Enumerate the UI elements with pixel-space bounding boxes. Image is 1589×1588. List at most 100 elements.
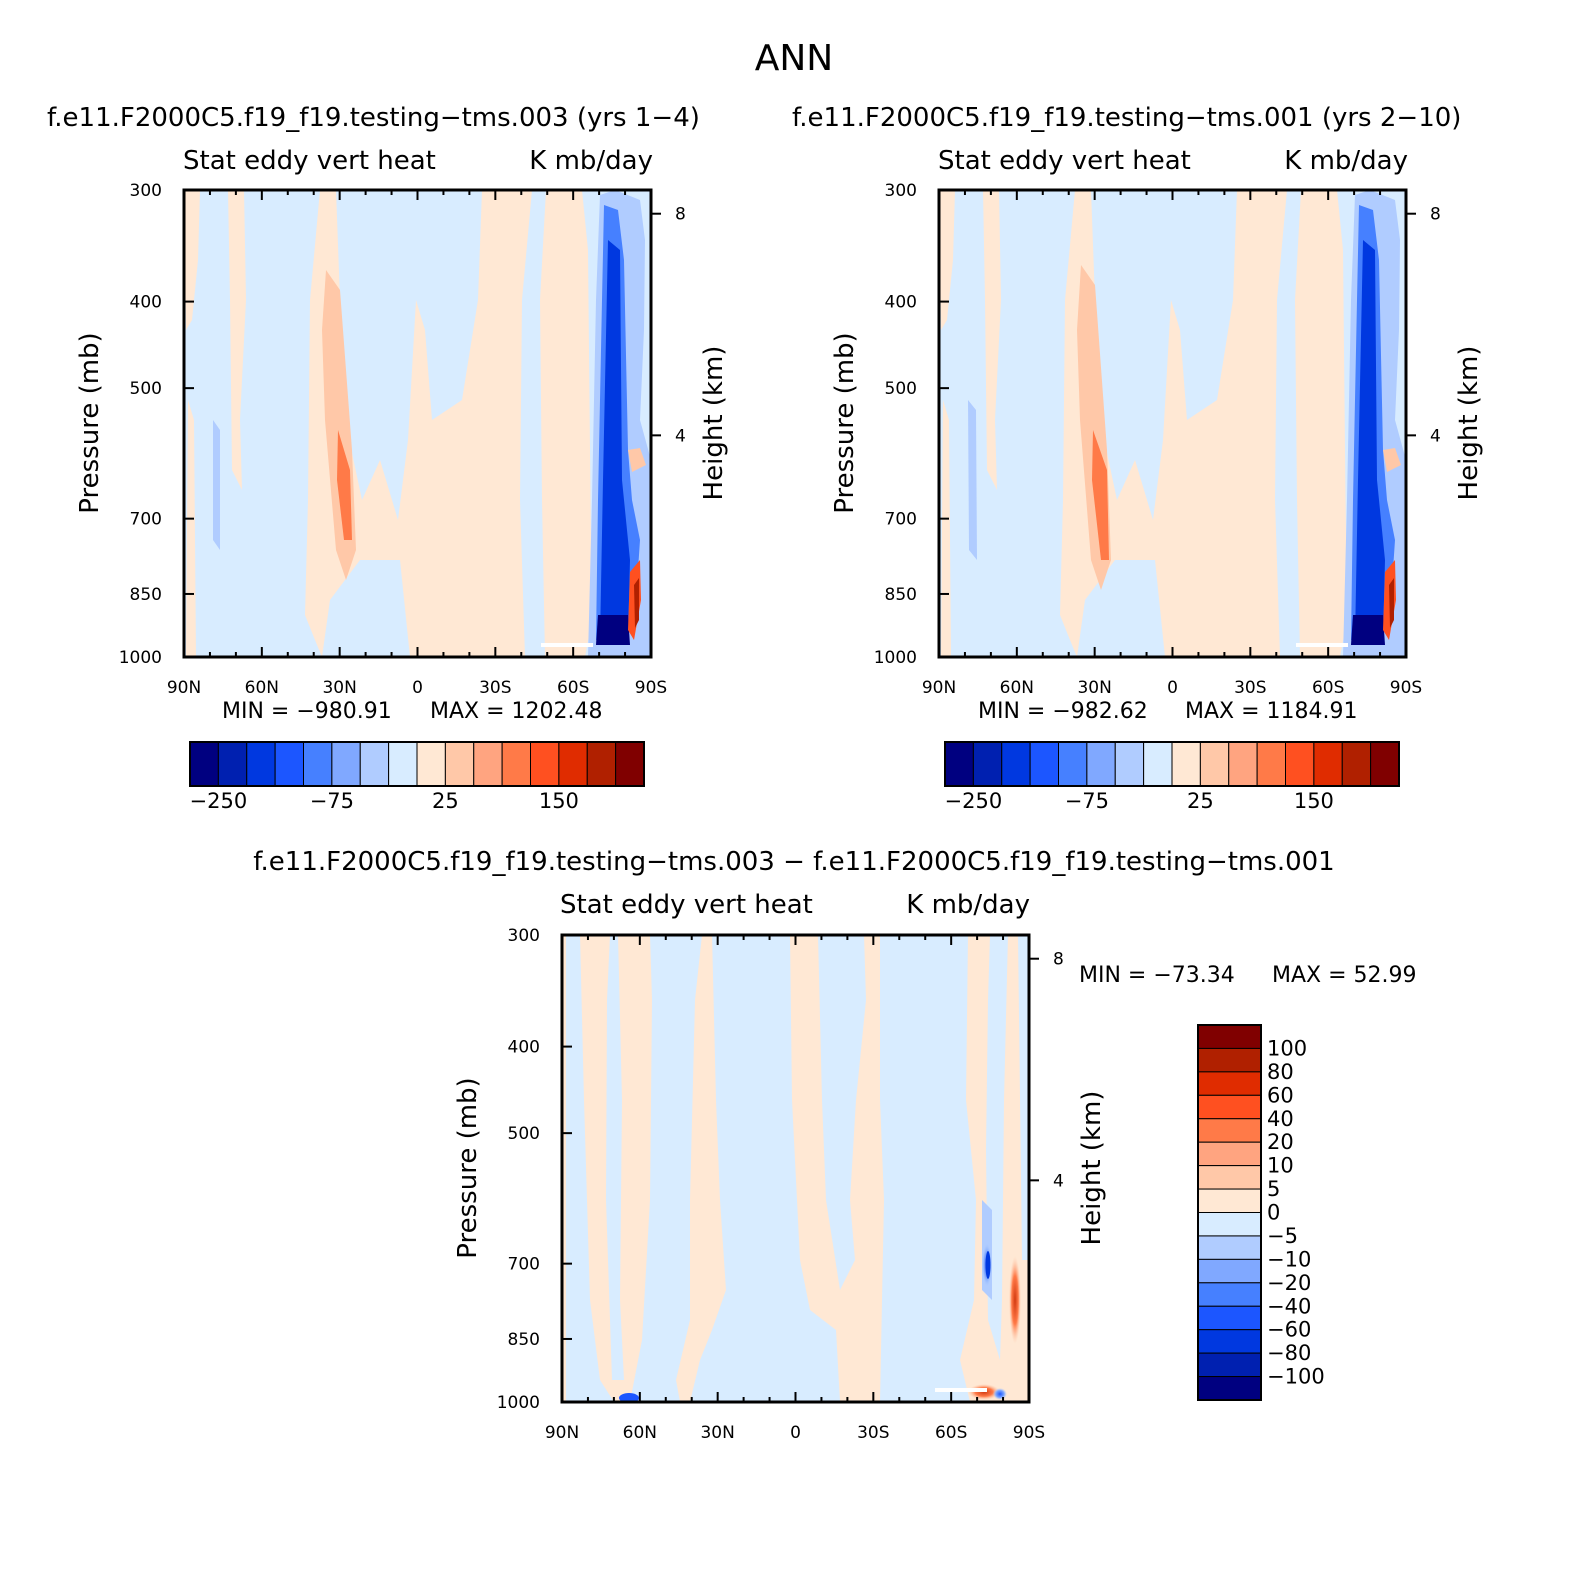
panel-2-colorbar-box [944,741,974,787]
panel-2-colorbar-label: −250 [945,789,1003,813]
page-title: ANN [755,38,834,79]
panel-3-colorbar-box [1197,1165,1262,1190]
panel-3-colorbar-label: 40 [1267,1107,1294,1131]
panel-3-x-ticks: 90N 60N 30N 0 30S 60S 90S [545,935,1045,1443]
panel-2-x-tick-label: 90S [1390,678,1422,698]
panel-2-x-tick-label: 60S [1312,678,1344,698]
panel-3-x-tick-label: 90S [1013,1423,1045,1443]
panel-2-colorbar-label: −75 [1065,789,1109,813]
panel-1-colorbar-box [530,741,560,787]
panel-1-x-ticks: 90N 60N 30N 0 30S 60S 90S [167,190,667,698]
panel-3-x-tick-label: 60S [935,1423,967,1443]
panel-1-colorbar-box [444,741,475,787]
panel-2-contour-neg-5 [968,400,977,560]
panel-3-colorbar-box [1197,1376,1262,1401]
panel-2-y2-tick-label: 8 [1430,205,1441,225]
panel-1-y-tick-label: 400 [130,293,162,313]
panel-2-colorbar-box [972,741,1003,787]
panel-2-x-ticks: 90N 60N 30N 0 30S 60S 90S [922,190,1422,698]
panel-2-colorbar-box [1171,741,1201,787]
panel-2-colorbar-box [1256,741,1286,787]
panel-2-units: K mb/day [1284,146,1408,176]
panel-2-max-label: MAX = 1184.91 [1185,699,1358,724]
panel-1-y-axis-label: Pressure (mb) [75,332,105,513]
panel-2-colorbar: −250 −75 25 150 [944,741,1400,813]
panel-1-contour-pos-band [228,190,246,490]
panel-3-y-tick-label: 1000 [497,1393,540,1413]
panel-3-colorbar-label: −80 [1267,1341,1311,1365]
panel-1-colorbar-box [303,741,333,787]
panel-2-contour-pos-band [941,400,951,657]
panel-3-y-tick-label: 300 [508,926,540,946]
panel-1-colorbar-box [217,741,248,787]
panel-2-contour-neg-250 [1351,615,1385,645]
panel-2-colorbar-box [1313,741,1343,787]
panel-2-colorbar-label: 150 [1294,789,1334,813]
panel-1-colorbar-box [388,741,418,787]
panel-2-colorbar-box [1370,741,1400,787]
panel-1-contour-pos-40 [337,430,352,540]
panel-3-plot-area [560,933,1031,1404]
panel-3-contour-neg-band [818,935,866,1290]
panel-3: f.e11.F2000C5.f19_f19.testing−tms.003 − … [253,847,1416,1443]
panel-3-colorbar-label: −60 [1267,1318,1311,1342]
panel-3-colorbar-box [1197,1212,1262,1237]
panel-3-colorbar-label: −10 [1267,1247,1311,1271]
panel-3-y-ticks: 300 400 500 700 850 1000 [497,926,572,1413]
panel-3-variable-name: Stat eddy vert heat [560,890,813,920]
panel-2-y-axis-label: Pressure (mb) [830,332,860,513]
panel-3-colorbar-label: 80 [1267,1060,1294,1084]
panel-2-min-label: MIN = −982.62 [978,699,1148,724]
panel-1-contour-pos-small [628,448,646,472]
panel-3-contour-pos-20 [1009,1256,1021,1344]
panel-3-x-tick-label: 30S [857,1423,889,1443]
panel-2-contour-pos-small [1383,448,1401,472]
panel-1-contour-pos-band [186,400,196,657]
panel-1-min-label: MIN = −980.91 [222,699,392,724]
panel-1-x-tick-label: 90N [167,678,201,698]
panel-1-y-tick-label: 300 [130,181,162,201]
panel-3-contour-neg-80 [985,1251,991,1279]
panel-1-contour-neg-5 [213,420,220,550]
panel-1-x-tick-label: 90S [635,678,667,698]
panel-3-colorbar-label: 100 [1267,1036,1307,1060]
panel-1-colorbar-box [416,741,446,787]
panel-2-colorbar-box [1285,741,1315,787]
panel-3-y2-tick-label: 8 [1053,950,1064,970]
panel-1-colorbar-box [246,741,276,787]
panel-3-colorbar-box [1197,1352,1262,1378]
panel-2-y-ticks: 300 400 500 700 850 1000 [874,181,949,668]
panel-2-contour-pos-max-core [1389,578,1394,628]
panel-1-colorbar-box [615,741,645,787]
panel-1-colorbar-box [558,741,588,787]
panel-3-colorbar-frame [1197,1024,1262,1401]
panel-1-colorbar-label: 25 [432,789,459,813]
panel-3-colorbar-label: −5 [1267,1224,1298,1248]
panel-1-y-tick-label: 700 [130,510,162,530]
panel-1-y2-ticks: 84 [651,205,686,446]
panel-2-colorbar-box [1086,741,1116,787]
panel-2-colorbar-box [1029,741,1059,787]
panel-3-colorbar-label: 20 [1267,1130,1294,1154]
panel-2-contour-pos-band [1060,190,1287,657]
panel-3-colorbar-box [1197,1024,1262,1049]
panel-1-contour-neg-80 [600,240,630,640]
panel-2-colorbar-frame [944,741,1400,787]
panel-3-max-label: MAX = 52.99 [1272,963,1417,988]
panel-3-subtitle: f.e11.F2000C5.f19_f19.testing−tms.003 − … [253,847,1334,877]
panel-3-x-tick-label: 30N [700,1423,734,1443]
panel-1-y-tick-label: 500 [130,379,162,399]
panel-3-y-tick-label: 850 [508,1330,540,1350]
panel-3-contour-neg-band [1018,935,1029,1260]
panel-3-colorbar-box [1197,1094,1262,1120]
panel-1-colorbar-box [274,741,304,787]
panel-3-colorbar-label: 0 [1267,1201,1280,1225]
panel-3-y2-axis-label: Height (km) [1077,1091,1107,1246]
panel-1-colorbar-box [586,741,617,787]
panel-3-contour-neg-band [566,935,614,1402]
panel-1-x-tick-label: 60N [245,678,279,698]
panel-1-colorbar-frame [189,741,645,787]
panel-3-colorbar-box [1197,1305,1262,1331]
panel-1-contour-pos-max-core [634,578,639,628]
